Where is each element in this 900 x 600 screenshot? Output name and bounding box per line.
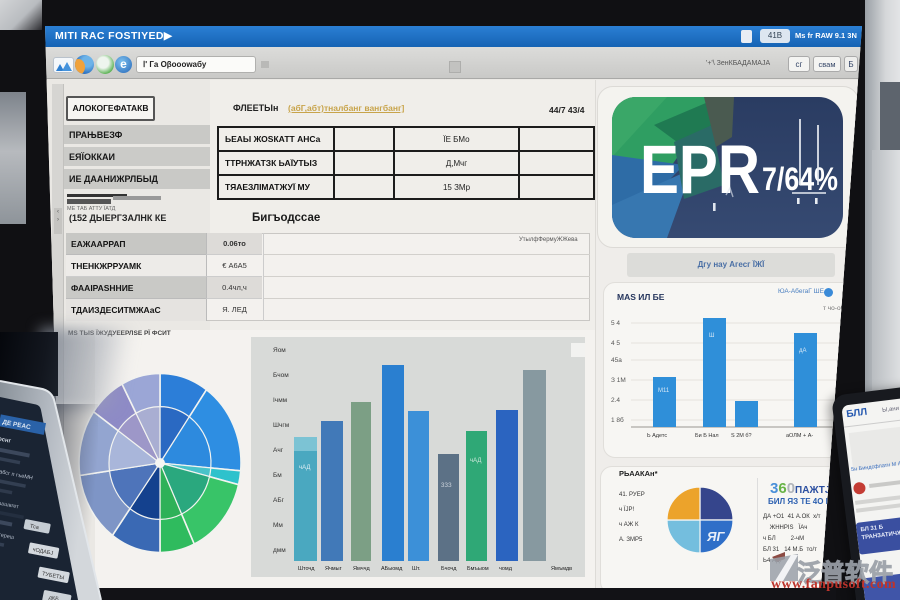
svg-text:чАД: чАД <box>299 465 310 471</box>
svg-text:Ачг: Ачг <box>273 447 284 454</box>
svg-text:Ш: Ш <box>709 333 715 339</box>
svg-text:дА: дА <box>799 348 807 354</box>
svg-text:Шт.: Шт. <box>412 566 421 572</box>
svg-text:Би Б Нал: Би Б Нал <box>695 433 719 439</box>
svg-text:дмм: дмм <box>273 547 286 554</box>
svg-text:аОЛМ + А-: аОЛМ + А- <box>786 433 813 439</box>
svg-text:ЯГ: ЯГ <box>706 529 725 544</box>
svg-text:Шточд: Шточд <box>298 566 315 572</box>
svg-text:Мм: Мм <box>273 522 283 529</box>
svg-text:Бм: Бм <box>273 472 282 479</box>
svg-text:4 5: 4 5 <box>611 340 620 347</box>
svg-text:2.4: 2.4 <box>611 397 620 404</box>
svg-text:Яом: Яом <box>273 347 286 354</box>
svg-text:Ямъмдв: Ямъмдв <box>551 566 572 572</box>
svg-text:Бчом: Бчом <box>273 372 289 379</box>
svg-text:45а: 45а <box>611 357 622 364</box>
svg-text:Ячмыг: Ячмыг <box>325 566 342 572</box>
svg-text:Ічмм: Ічмм <box>273 397 288 404</box>
svg-text:1 8б: 1 8б <box>611 416 624 424</box>
svg-text:чОДАБЈ: чОДАБЈ <box>32 547 54 557</box>
svg-text:оснг: оснг <box>0 436 12 444</box>
svg-text:чАД: чАД <box>470 458 481 464</box>
svg-text:чомд: чомд <box>499 566 513 572</box>
svg-text:Шчгм: Шчгм <box>273 422 290 429</box>
svg-text:З 1М: З 1М <box>611 377 626 384</box>
svg-text:Тса: Тса <box>29 524 40 532</box>
svg-text:АБыомд: АБыомд <box>381 566 403 572</box>
svg-text:дКБ: дКБ <box>48 595 59 600</box>
svg-text:Ямччд: Ямччд <box>353 566 370 572</box>
svg-text:АБг: АБг <box>273 497 285 504</box>
svg-text:М11: М11 <box>658 388 670 394</box>
svg-text:EPR: EPR <box>640 132 760 209</box>
svg-text:Бмъыом: Бмъыом <box>467 566 489 572</box>
svg-text:ТУБЕТЫ: ТУБЕТЫ <box>42 571 65 581</box>
svg-text:Бчочд: Бчочд <box>441 566 457 572</box>
svg-text:5 4: 5 4 <box>611 320 620 327</box>
svg-text:Ь Адетс: Ь Адетс <box>647 433 667 439</box>
svg-text:Ѕ 2М б?: Ѕ 2М б? <box>731 433 752 439</box>
svg-text:3ЗЗ: 3ЗЗ <box>441 483 452 489</box>
